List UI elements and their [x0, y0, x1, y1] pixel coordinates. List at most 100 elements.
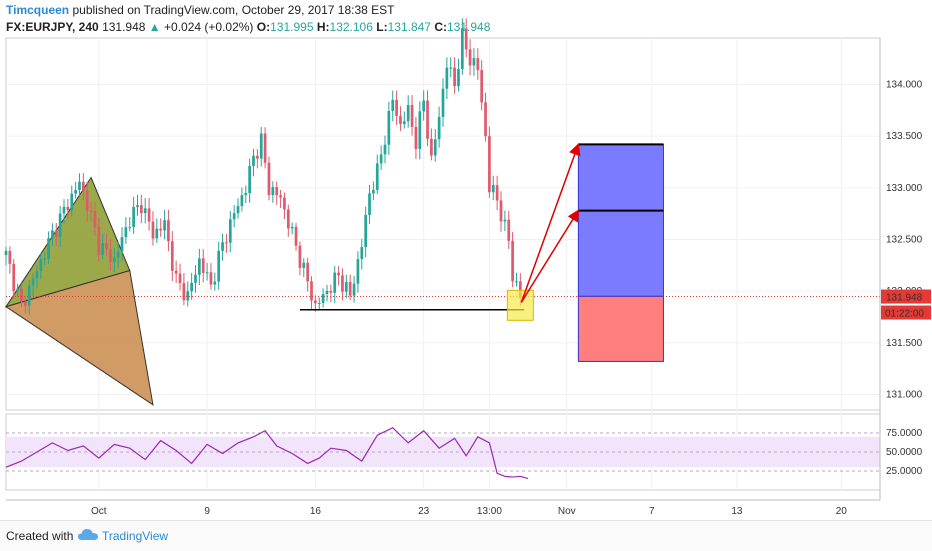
- candle-body: [143, 208, 147, 214]
- stop-zone: [577, 295, 664, 362]
- candle-body: [360, 247, 364, 260]
- candle-body: [116, 251, 120, 258]
- created-with-text: Created with: [6, 529, 74, 543]
- candle-body: [205, 272, 209, 274]
- candle-body: [97, 227, 101, 255]
- change-arrow-icon: ▲: [148, 20, 161, 34]
- candle-body: [178, 273, 182, 284]
- candle-body: [279, 195, 282, 198]
- candle-body: [170, 241, 174, 271]
- candle-body: [23, 301, 27, 306]
- candle-body: [263, 133, 267, 163]
- candle-body: [511, 240, 514, 282]
- candle-body: [375, 163, 379, 190]
- candle-body: [228, 219, 232, 243]
- chart-canvas[interactable]: 134.000133.500133.000132.500132.000131.5…: [0, 0, 932, 520]
- candle-body: [85, 190, 89, 211]
- candle-body: [418, 111, 422, 149]
- candle-body: [283, 197, 286, 210]
- author-link[interactable]: Timcqueen: [6, 3, 70, 17]
- candle-body: [8, 250, 12, 264]
- time-tick-label: 7: [649, 506, 655, 517]
- candle-body: [515, 281, 518, 283]
- time-tick-label: Oct: [91, 506, 107, 517]
- candle-body: [70, 193, 74, 211]
- candle-body: [35, 271, 39, 279]
- candle-body: [294, 226, 298, 246]
- tradingview-brand[interactable]: TradingView: [102, 529, 169, 543]
- time-tick-label: 9: [204, 506, 210, 517]
- candle-body: [101, 243, 105, 255]
- candle-body: [302, 262, 306, 268]
- candle-body: [352, 283, 356, 296]
- candle-body: [213, 281, 217, 285]
- time-tick-label: 23: [418, 506, 430, 517]
- candle-body: [317, 302, 321, 304]
- candle-body: [93, 211, 97, 228]
- candle-body: [472, 58, 476, 66]
- candle-body: [186, 291, 190, 301]
- candle-body: [356, 259, 360, 284]
- rsi-band: [6, 436, 880, 468]
- candle-body: [495, 185, 499, 201]
- candle-body: [105, 243, 108, 250]
- candle-body: [395, 99, 398, 116]
- candle-body: [62, 206, 66, 214]
- close-label: C:: [434, 20, 447, 34]
- last-price-badge: [881, 289, 931, 304]
- chart-header: Timcqueen published on TradingView.com, …: [0, 0, 932, 36]
- low-label: L:: [376, 20, 388, 34]
- candle-body: [147, 208, 151, 222]
- candle-body: [329, 290, 333, 293]
- candle-body: [120, 237, 124, 252]
- candle-body: [457, 69, 460, 87]
- candle-body: [78, 181, 81, 191]
- candle-body: [402, 121, 406, 124]
- candle-body: [109, 249, 112, 262]
- candle-body: [480, 70, 484, 103]
- candle-body: [39, 259, 43, 272]
- tradingview-cloud-icon[interactable]: [78, 528, 98, 542]
- last-price: 131.948: [102, 20, 146, 34]
- candle-body: [314, 300, 317, 304]
- rsi-pane: [5, 426, 880, 480]
- candle-body: [259, 133, 263, 159]
- candle-body: [406, 105, 410, 122]
- candle-body: [410, 105, 414, 127]
- candle-body: [344, 281, 348, 292]
- candle-body: [54, 230, 58, 237]
- chart-axes: 134.000133.500133.000132.500132.000131.5…: [6, 38, 931, 517]
- candle-body: [271, 187, 275, 196]
- candle-body: [348, 281, 352, 296]
- rsi-tick-label: 50.0000: [886, 447, 923, 458]
- candle-body: [445, 67, 449, 89]
- countdown-badge: [881, 305, 931, 320]
- candle-body: [244, 193, 248, 196]
- time-tick-label: 13: [731, 506, 743, 517]
- candle-body: [201, 258, 205, 273]
- high-value: 132.106: [329, 20, 373, 34]
- price-tick-label: 131.500: [886, 338, 923, 349]
- candle-body: [167, 220, 170, 242]
- candle-body: [159, 228, 163, 231]
- candle-body: [337, 272, 340, 276]
- candle-body: [248, 166, 251, 194]
- candle-body: [306, 262, 309, 282]
- candle-body: [430, 138, 433, 156]
- candle-body: [221, 242, 224, 251]
- price-candles: [4, 18, 522, 316]
- low-value: 131.847: [387, 20, 431, 34]
- candle-body: [51, 230, 54, 239]
- candle-body: [441, 88, 445, 117]
- publish-line: Timcqueen published on TradingView.com, …: [6, 3, 394, 17]
- candle-body: [468, 49, 472, 66]
- candle-body: [31, 278, 35, 286]
- symbol-label[interactable]: FX:EURJPY, 240: [6, 20, 99, 34]
- candle-body: [16, 288, 19, 291]
- candle-body: [286, 209, 290, 229]
- candle-body: [391, 99, 395, 111]
- candle-body: [174, 270, 178, 274]
- candle-body: [236, 206, 240, 214]
- candle-body: [66, 206, 70, 211]
- candle-body: [368, 193, 371, 216]
